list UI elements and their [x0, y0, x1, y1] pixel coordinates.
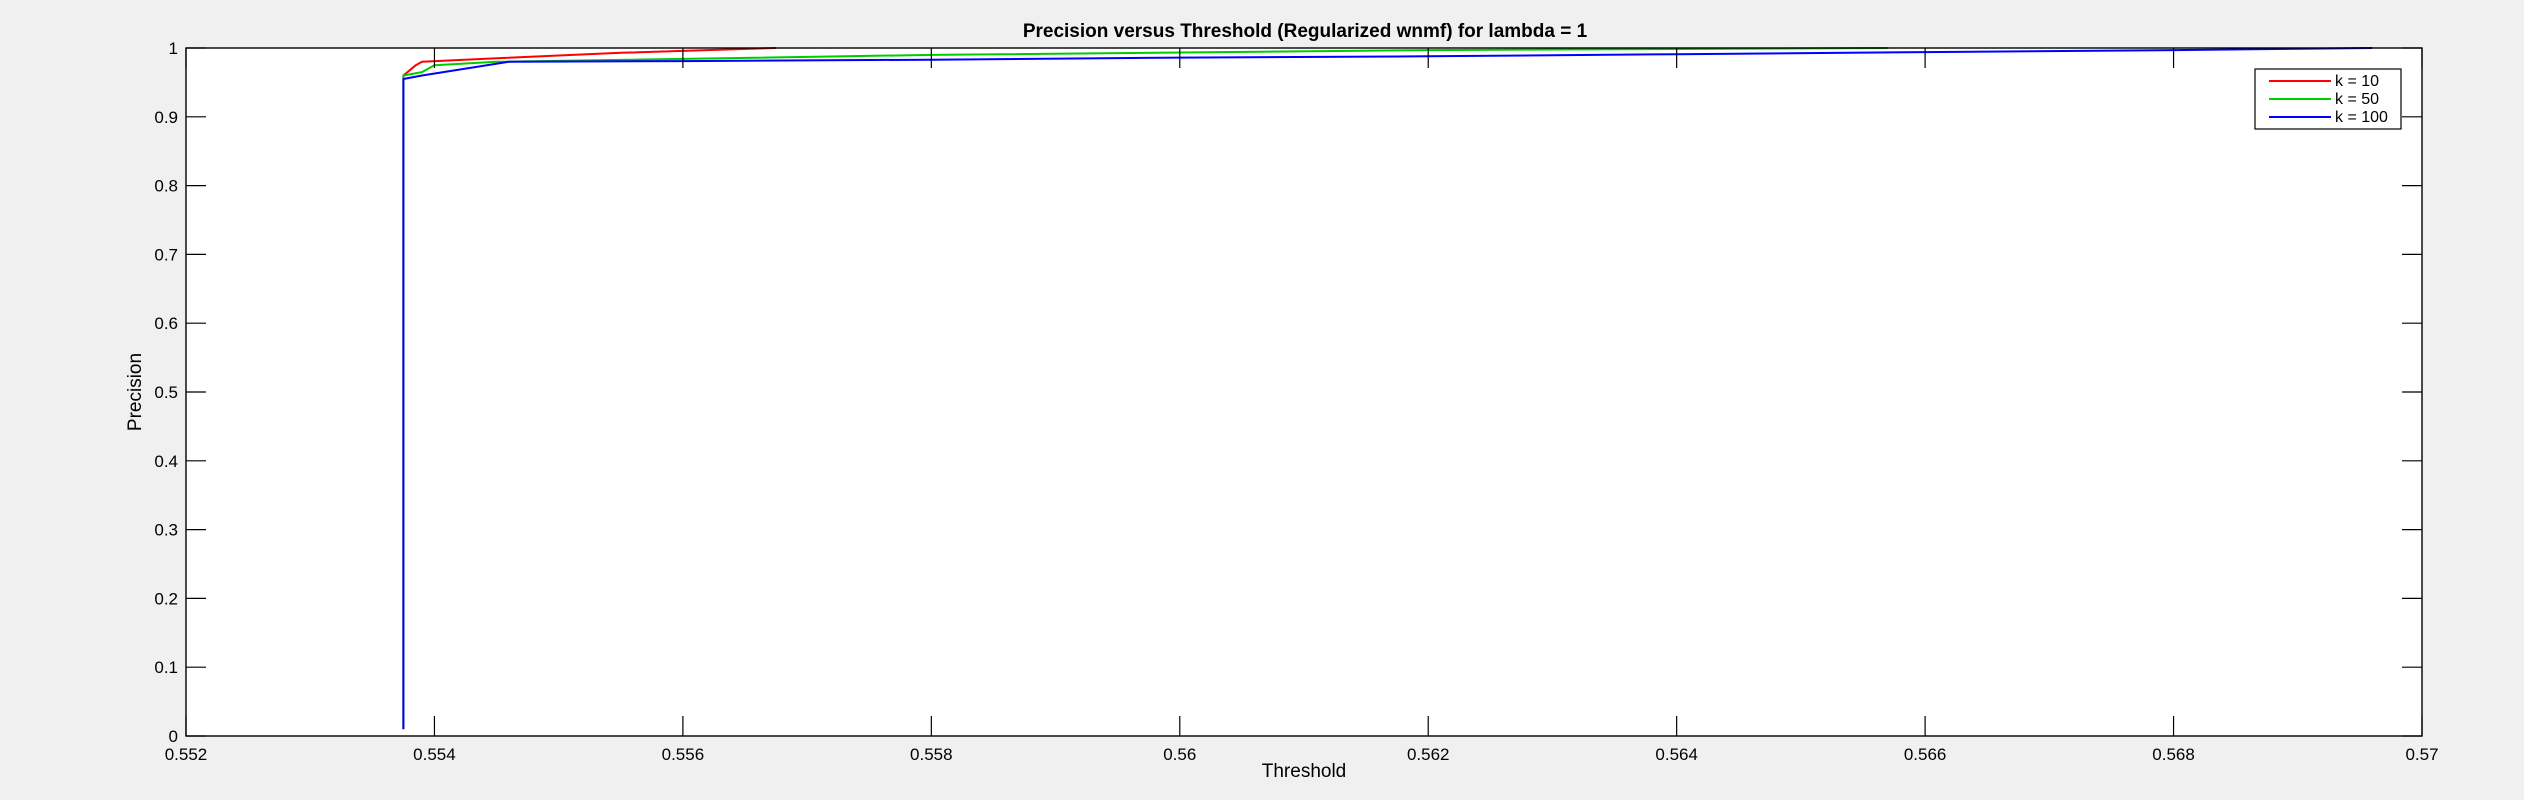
legend: k = 10k = 50k = 100: [2254, 68, 2402, 130]
x-tick-label: 0.56: [1163, 745, 1196, 764]
plot-area: [186, 48, 2422, 736]
legend-label-2: k = 50: [2335, 91, 2379, 108]
y-tick-label: 0.1: [154, 658, 178, 677]
y-tick-label: 0.3: [154, 521, 178, 540]
series-line-3: [402, 47, 2373, 730]
chart-title: Precision versus Threshold (Regularized …: [1023, 21, 1588, 42]
legend-label-1: k = 10: [2335, 73, 2379, 90]
y-axis-label: Precision: [125, 353, 146, 431]
x-tick-label: 0.552: [165, 745, 208, 764]
y-tick-label: 0.2: [154, 589, 178, 608]
series-line-2: [402, 47, 1888, 730]
x-tick-label: 0.57: [2405, 745, 2438, 764]
y-tick-label: 0.7: [154, 245, 178, 264]
series-layer: [402, 47, 2373, 730]
legend-label-3: k = 100: [2335, 109, 2388, 126]
y-tick-label: 0.4: [154, 452, 178, 471]
x-tick-label: 0.564: [1655, 745, 1698, 764]
y-tick-label: 0: [169, 727, 178, 746]
y-tick-label: 1: [169, 39, 178, 58]
x-axis-ticks: 0.552 0.554 0.556 0.558 0.56 0.562 0.564 0.566 0…: [165, 48, 2439, 764]
x-tick-label: 0.558: [910, 745, 953, 764]
x-axis-label: Threshold: [1262, 761, 1347, 782]
y-axis-ticks: 0 0.1 0.2 0.3 0.4 0.5 0.6 0.7 0.8 0.9 1: [154, 39, 2422, 746]
x-tick-label: 0.568: [2152, 745, 2195, 764]
y-tick-label: 0.5: [154, 383, 178, 402]
x-tick-label: 0.562: [1407, 745, 1450, 764]
x-tick-label: 0.556: [662, 745, 705, 764]
y-tick-label: 0.8: [154, 177, 178, 196]
x-tick-label: 0.554: [413, 745, 456, 764]
y-tick-label: 0.9: [154, 108, 178, 127]
x-tick-label: 0.566: [1904, 745, 1947, 764]
y-tick-label: 0.6: [154, 314, 178, 333]
